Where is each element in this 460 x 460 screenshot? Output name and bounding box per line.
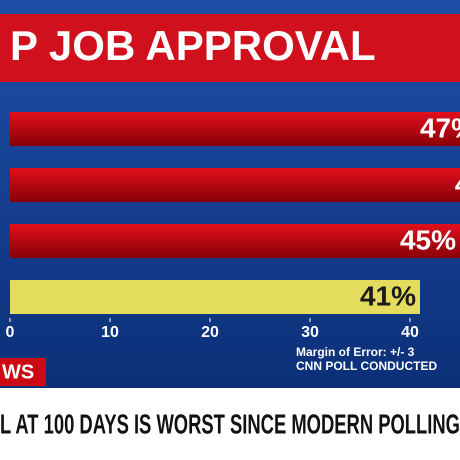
bar [10,112,460,146]
banner-tag: WS [2,361,34,383]
plot: 0 10 20 30 40 47% 48 45% 41% [6,112,460,341]
bar [10,280,420,314]
banner-tag-box [0,358,46,386]
x-tick-label: 30 [301,324,319,341]
value-label: 47% [420,112,460,143]
banner-headline: L AT 100 DAYS IS WORST SINCE MODERN POLL… [0,408,460,439]
value-label: 48 [455,168,460,199]
value-label: 41% [360,280,416,311]
value-label: 45% [400,224,456,255]
x-tick-label: 10 [101,324,119,341]
note: Margin of Error: +/- 3 [296,345,415,359]
title-band [0,14,460,82]
chart-title: P JOB APPROVAL [10,22,376,69]
x-tick-label: 20 [201,324,219,341]
bar [10,224,460,258]
bar [10,168,460,202]
x-tick-label: 40 [401,324,419,341]
banner-band [0,388,460,460]
x-tick-label: 0 [6,324,15,341]
note: CNN POLL CONDUCTED [296,359,437,373]
